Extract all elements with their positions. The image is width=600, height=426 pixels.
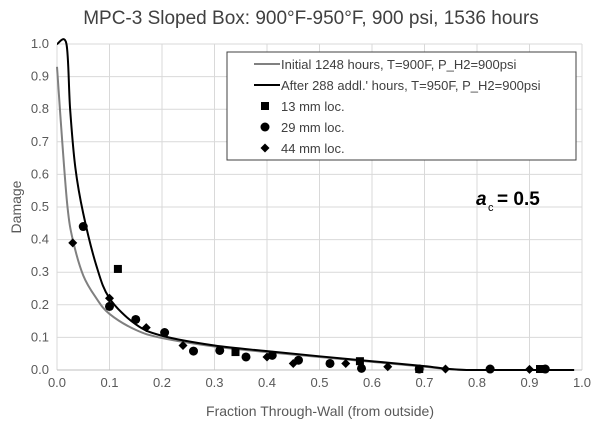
y-tick-label: 0.0	[31, 362, 49, 377]
circle-point	[241, 352, 251, 362]
circle-point	[78, 222, 88, 232]
chart-title: MPC-3 Sloped Box: 900°F-950°F, 900 psi, …	[83, 8, 539, 29]
y-tick-label: 1.0	[31, 36, 49, 51]
y-tick-label: 0.7	[31, 134, 49, 149]
circle-point	[215, 345, 225, 355]
legend-box	[226, 51, 577, 161]
circle-point	[131, 314, 141, 324]
y-tick-label: 0.6	[31, 166, 49, 181]
legend-marker-square	[261, 102, 269, 110]
y-tick-label: 0.8	[31, 101, 49, 116]
diamond-point	[105, 293, 114, 303]
x-tick-label: 0.6	[363, 375, 381, 390]
diamond-point	[262, 352, 272, 362]
x-tick-label: 0.8	[468, 375, 486, 390]
y-tick-label: 0.4	[31, 232, 49, 247]
x-tick-label: 0.7	[415, 375, 433, 390]
after-curve	[56, 38, 575, 372]
circle-point	[540, 364, 550, 374]
square-point	[536, 365, 544, 374]
x-axis-label: Fraction Through-Wall (from outside)	[206, 403, 434, 419]
square-point	[355, 357, 364, 366]
legend-label: After 288 addl.' hours, T=950F, P_H2=900…	[281, 78, 541, 93]
y-tick-label: 0.2	[31, 297, 49, 312]
circle-point	[105, 301, 114, 311]
x-tick-label: 0.4	[258, 375, 276, 390]
diamond-point	[141, 323, 151, 333]
diamond-point	[288, 358, 298, 368]
y-axis-label: Damage	[8, 180, 24, 233]
x-tick-label: 0.3	[205, 375, 223, 390]
legend-marker-circle	[260, 122, 270, 132]
diamond-point	[525, 364, 534, 374]
y-tick-label: 0.9	[31, 69, 49, 84]
x-tick-label: 0.2	[153, 375, 171, 390]
curves	[56, 38, 575, 372]
tick-labels: 0.0 0.1 0.2 0.3 0.4 0.5 0.6 0.7 0.8 0.9 1.0 0.0 0.1 0…	[31, 36, 591, 390]
legend-label: 29 mm loc.	[281, 120, 345, 135]
legend-label: Initial 1248 hours, T=900F, P_H2=900psi	[281, 57, 516, 72]
annotation-text: = 0.5	[497, 189, 540, 210]
square-point	[231, 348, 240, 357]
annotation-symbol: a	[476, 189, 487, 210]
data-points	[68, 222, 550, 374]
diamond-point	[68, 238, 78, 248]
square-point	[113, 264, 122, 273]
circle-point	[325, 358, 335, 368]
y-tick-label: 0.1	[31, 329, 49, 344]
legend-marker-diamond	[260, 143, 270, 153]
diamond-point	[383, 362, 393, 372]
diamond-point	[178, 341, 188, 351]
x-tick-label: 1.0	[573, 375, 591, 390]
diamond-point	[441, 364, 450, 374]
circle-point	[357, 363, 366, 373]
annotation-subscript: c	[488, 202, 494, 214]
legend: Initial 1248 hours, T=900F, P_H2=900psi A…	[226, 51, 577, 161]
diamond-point	[341, 358, 351, 368]
x-tick-label: 0.9	[520, 375, 538, 390]
legend-label: 13 mm loc.	[281, 99, 345, 114]
x-tick-label: 0.0	[48, 375, 66, 390]
y-tick-label: 0.5	[31, 199, 49, 214]
circle-point	[160, 328, 170, 338]
circle-point	[414, 364, 424, 374]
x-tick-label: 0.5	[310, 375, 328, 390]
circle-point	[485, 364, 495, 374]
y-tick-label: 0.3	[31, 264, 49, 279]
legend-label: 44 mm loc.	[281, 141, 345, 156]
circle-point	[189, 346, 198, 356]
x-tick-label: 0.1	[100, 375, 118, 390]
alpha-annotation: a c = 0.5	[476, 189, 540, 214]
